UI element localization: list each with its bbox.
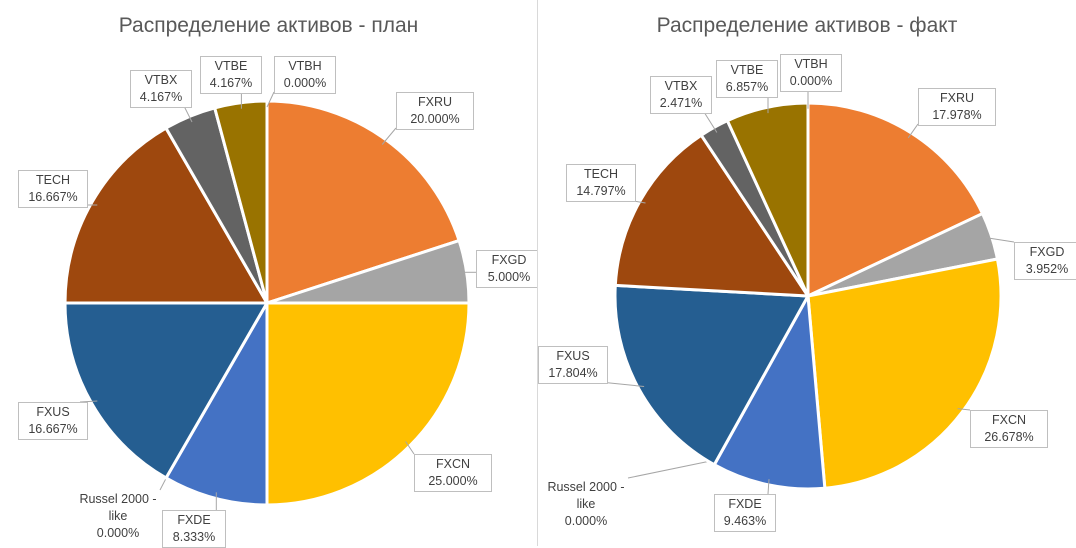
data-label-fxgd: FXGD 3.952% (1014, 242, 1076, 280)
data-label-vtbx: VTBX 2.471% (650, 76, 712, 114)
chart-panel-fact[interactable]: Распределение активов - факт FXRU 17.978%… (538, 0, 1076, 546)
data-label-value: 20.000% (410, 112, 460, 126)
data-label-name: VTBE (214, 59, 248, 73)
data-label-value: 25.000% (428, 474, 478, 488)
data-label-value: 0.000% (564, 514, 608, 528)
leader-line (79, 400, 98, 403)
data-label-name: VTBH (288, 59, 322, 73)
data-label-name: TECH (583, 167, 619, 181)
data-label-name: FXDE (177, 513, 211, 527)
data-label-value: 4.167% (139, 90, 183, 104)
data-label-value: 0.000% (283, 76, 327, 90)
data-label-name: VTBE (730, 63, 764, 77)
data-label-value: 8.333% (172, 530, 216, 544)
data-label-value: 9.463% (723, 514, 767, 528)
data-label-value: 3.952% (1025, 262, 1069, 276)
data-label-name: FXRU (939, 91, 975, 105)
pie-slice-fxus[interactable] (63, 301, 269, 480)
data-label-vtbe: VTBE 6.857% (716, 60, 778, 98)
data-label-name: VTBX (144, 73, 178, 87)
data-label-value: 0.000% (96, 526, 140, 540)
chart-divider (537, 0, 538, 546)
data-label-value: 14.797% (576, 184, 626, 198)
data-label-fxgd: FXGD 5.000% (476, 250, 542, 288)
data-label-vtbh: VTBH 0.000% (274, 56, 336, 94)
data-label-fxru: FXRU 17.978% (918, 88, 996, 126)
pie-slice-tech[interactable] (63, 126, 269, 305)
data-label-name: VTBH (794, 57, 828, 71)
leader-line (907, 123, 919, 139)
data-label-value: 4.167% (209, 76, 253, 90)
data-label-fxcn: FXCN 26.678% (970, 410, 1048, 448)
data-label-value: 16.667% (28, 190, 78, 204)
data-label-value: 2.471% (659, 96, 703, 110)
chart-title: Распределение активов - факт (656, 14, 958, 37)
data-label-value: 0.000% (789, 74, 833, 88)
data-label-name: TECH (35, 173, 71, 187)
data-label-fxru: FXRU 20.000% (396, 92, 474, 130)
data-label-name: FXGD (1029, 245, 1065, 259)
data-label-value: 17.978% (932, 108, 982, 122)
data-label-fxus: FXUS 17.804% (538, 346, 608, 384)
pie-chart-fact (599, 90, 1015, 495)
data-label-value: 26.678% (984, 430, 1034, 444)
data-label-name: FXCN (991, 413, 1027, 427)
pie-slice-tech[interactable] (613, 133, 810, 298)
data-label-vtbh: VTBH 0.000% (780, 54, 842, 92)
pie-slice-fxde[interactable] (164, 301, 269, 507)
leader-line (183, 105, 193, 123)
pie-slice-vtbe[interactable] (213, 99, 269, 305)
data-label-name: Russel 2000 - like (79, 492, 157, 523)
data-label-name: FXRU (417, 95, 453, 109)
pie-slice-fxus[interactable] (613, 283, 810, 467)
data-label-fxus: FXUS 16.667% (18, 402, 88, 440)
data-label-name: FXGD (491, 253, 527, 267)
leader-line (266, 91, 275, 108)
data-label-value: 6.857% (725, 80, 769, 94)
data-label-name: VTBX (664, 79, 698, 93)
leader-line (767, 479, 770, 495)
data-label-tech: TECH 16.667% (18, 170, 88, 208)
data-label-vtbe: VTBE 4.167% (200, 56, 262, 94)
data-label-name: Russel 2000 - like (547, 480, 625, 511)
pie-slice-fxcn[interactable] (806, 257, 1003, 490)
pie-slice-fxde[interactable] (712, 294, 827, 491)
data-label-name: FXUS (36, 405, 70, 419)
data-label-fxcn: FXCN 25.000% (414, 454, 492, 492)
data-label-name: FXCN (435, 457, 471, 471)
chart-panel-plan[interactable]: Распределение активов - план FXRU 20.000%… (0, 0, 542, 548)
data-label-vtbx: VTBX 4.167% (130, 70, 192, 108)
data-label-russel-2000-like: Russel 2000 - like 0.000% (538, 478, 634, 531)
data-label-value: 5.000% (487, 270, 531, 284)
pie-chart-plan (63, 91, 476, 510)
data-label-fxde: FXDE 9.463% (714, 494, 776, 532)
data-label-name: FXUS (556, 349, 590, 363)
data-label-tech: TECH 14.797% (566, 164, 636, 202)
leader-line (703, 111, 718, 133)
leader-line (381, 127, 397, 145)
data-label-name: FXDE (728, 497, 762, 511)
chart-title: Распределение активов - план (118, 14, 419, 37)
data-label-russel-2000-like: Russel 2000 - like 0.000% (70, 490, 166, 543)
data-label-value: 16.667% (28, 422, 78, 436)
data-label-fxde: FXDE 8.333% (162, 510, 226, 548)
leader-line (627, 459, 718, 479)
leader-line (985, 237, 1015, 243)
leader-line (957, 408, 971, 411)
leader-line (405, 441, 415, 455)
pie-slice-fxcn[interactable] (265, 301, 471, 507)
data-label-value: 17.804% (548, 366, 598, 380)
